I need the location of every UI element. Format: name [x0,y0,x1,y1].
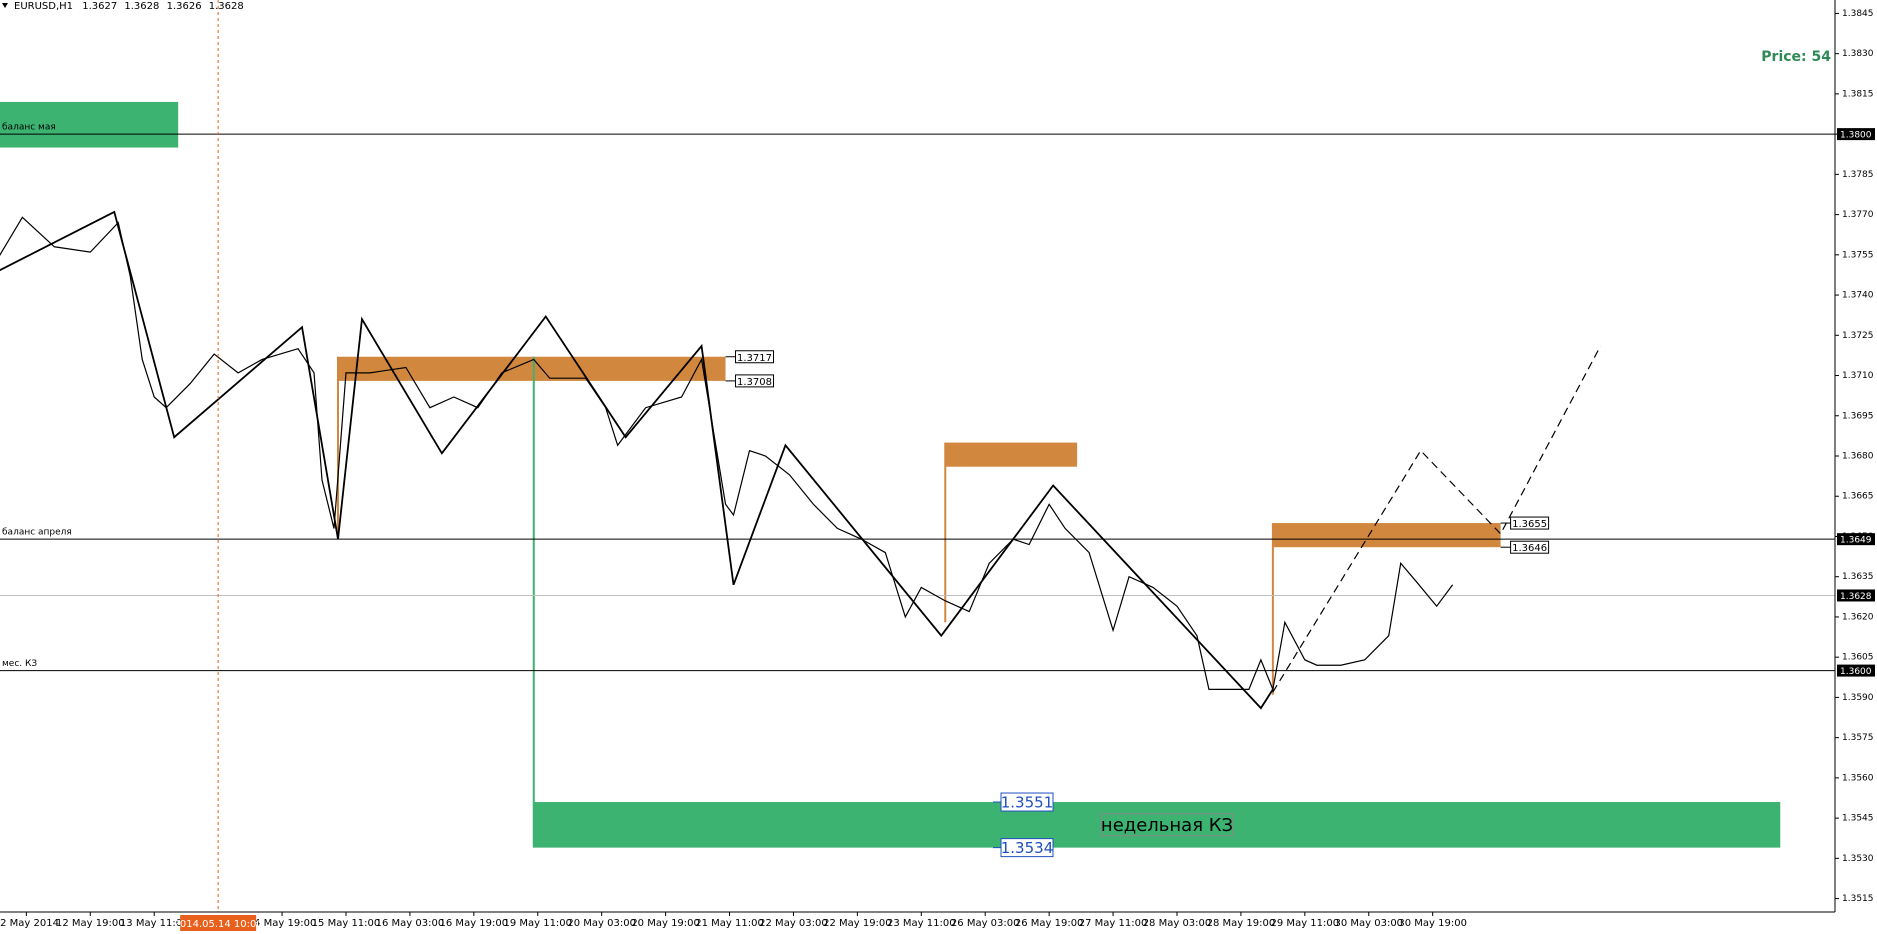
level-text: баланс мая [2,123,56,133]
header-quote: 1.3626 [167,1,202,12]
level-text: баланс апреля [2,528,72,538]
x-tick-label: 30 May 19:00 [1398,918,1467,929]
zone-price-label: 1.3708 [737,377,772,388]
y-tick-label: 1.3845 [1842,9,1874,19]
y-tick-label: 1.3740 [1842,291,1874,301]
y-tick-label: 1.3530 [1842,854,1874,864]
x-tick-label: 13 May 11:00 [120,918,189,929]
level-axis-label: 1.3628 [1840,592,1872,602]
y-tick-label: 1.3635 [1842,572,1874,582]
y-tick-label: 1.3710 [1842,371,1874,381]
header-symbol: EURUSD,H1 [14,1,73,12]
level-axis-label: 1.3800 [1840,131,1872,141]
y-tick-label: 1.3575 [1842,733,1874,743]
y-tick-label: 1.3605 [1842,653,1874,663]
x-tick-label: 27 May 11:00 [1079,918,1148,929]
x-tick-label: 22 May 19:00 [823,918,892,929]
x-axis-bg [0,912,1835,934]
header-quote: 1.3627 [82,1,117,12]
x-tick-label: 29 May 11:00 [1271,918,1340,929]
y-tick-label: 1.3815 [1842,89,1874,99]
y-tick-label: 1.3665 [1842,492,1874,502]
y-tick-label: 1.3755 [1842,250,1874,260]
y-tick-label: 1.3515 [1842,894,1874,904]
y-tick-label: 1.3770 [1842,210,1874,220]
zone-price-box [1510,540,1550,554]
zone-price-label: 1.3717 [737,353,772,364]
header-quote: 1.3628 [209,1,244,12]
x-tick-label: 14 May 19:00 [248,918,317,929]
y-tick-label: 1.3725 [1842,331,1874,341]
zone [945,442,1078,467]
level-axis-label: 1.3649 [1840,536,1872,546]
y-tick-label: 1.3785 [1842,170,1874,180]
x-tick-label: 12 May 2014 [0,918,59,929]
zone-price-box [735,350,775,364]
x-tick-label: 28 May 03:00 [1143,918,1212,929]
zone [1272,523,1501,548]
zone-price-box [735,374,775,388]
menu-triangle[interactable] [2,3,8,8]
x-tick-label: 22 May 03:00 [759,918,828,929]
x-tick-label: 16 May 19:00 [440,918,509,929]
level-axis-box [1837,589,1875,602]
cursor-label: 2014.05.14 10:00 [174,919,263,930]
zigzag-line [0,210,1274,710]
x-tick-label: 30 May 03:00 [1334,918,1403,929]
x-tick-label: 12 May 19:00 [56,918,125,929]
zone-text: недельная КЗ [1101,815,1233,836]
projection-line [1272,345,1602,693]
zone-price-box [1000,792,1054,812]
y-tick-label: 1.3590 [1842,693,1874,703]
zone-text-box [1100,813,1234,837]
header-quote: 1.3628 [124,1,159,12]
level-axis-box [1837,533,1875,546]
zone-price-box [1000,838,1054,858]
x-tick-label: 15 May 11:00 [312,918,381,929]
zone-price-box [1510,516,1550,530]
y-tick-label: 1.3545 [1842,814,1874,824]
x-tick-label: 28 May 19:00 [1207,918,1276,929]
zone-price-label: 1.3534 [1001,839,1054,857]
x-tick-label: 26 May 19:00 [1015,918,1084,929]
y-tick-label: 1.3830 [1842,49,1874,59]
zone-price-label: 1.3655 [1512,519,1547,530]
x-tick-label: 23 May 11:00 [887,918,956,929]
zone [0,101,179,148]
level-axis-label: 1.3600 [1840,667,1872,677]
price-line [0,216,1454,692]
y-tick-label: 1.3560 [1842,773,1874,783]
x-tick-label: 26 May 03:00 [951,918,1020,929]
x-tick-label: 20 May 03:00 [567,918,636,929]
x-tick-label: 19 May 11:00 [503,918,572,929]
y-tick-label: 1.3680 [1842,452,1874,462]
x-tick-label: 16 May 03:00 [376,918,445,929]
x-tick-label: 21 May 11:00 [695,918,764,929]
y-tick-label: 1.3620 [1842,612,1874,622]
zone [533,802,1781,848]
zone-price-label: 1.3646 [1512,543,1547,554]
y-tick-label: 1.3695 [1842,411,1874,421]
level-text: мес. КЗ [2,659,37,669]
price-label: Price: 54 [1761,49,1831,65]
y-axis-bg [1835,0,1877,934]
level-axis-box [1837,128,1875,141]
cursor-box [180,915,257,931]
zone-price-label: 1.3551 [1001,794,1054,812]
x-tick-label: 20 May 19:00 [631,918,700,929]
header: EURUSD,H1 1.3627 1.3628 1.3626 1.3628 [14,1,244,12]
level-axis-box [1837,664,1875,677]
